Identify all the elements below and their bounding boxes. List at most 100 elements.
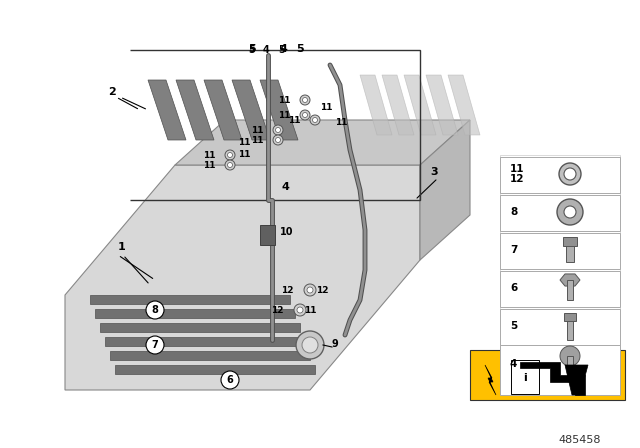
Polygon shape xyxy=(382,75,414,135)
Polygon shape xyxy=(404,75,436,135)
Circle shape xyxy=(275,128,280,133)
Text: 5: 5 xyxy=(510,321,517,331)
Polygon shape xyxy=(426,75,458,135)
FancyBboxPatch shape xyxy=(500,195,620,231)
Circle shape xyxy=(559,163,581,185)
Polygon shape xyxy=(65,165,420,390)
Text: 4: 4 xyxy=(280,44,288,54)
FancyBboxPatch shape xyxy=(500,233,620,269)
Text: 11: 11 xyxy=(304,306,317,315)
Circle shape xyxy=(302,337,318,353)
Polygon shape xyxy=(567,280,573,300)
Circle shape xyxy=(300,95,310,105)
Polygon shape xyxy=(567,356,573,376)
Text: 4: 4 xyxy=(263,45,269,55)
Text: 5: 5 xyxy=(278,45,285,55)
Polygon shape xyxy=(420,120,470,260)
Circle shape xyxy=(296,331,324,359)
Circle shape xyxy=(227,152,232,158)
Text: 8: 8 xyxy=(152,305,159,315)
Text: 3: 3 xyxy=(430,167,438,177)
Text: 11: 11 xyxy=(278,95,291,104)
Circle shape xyxy=(227,163,232,168)
Text: 11: 11 xyxy=(335,118,348,127)
Text: 5: 5 xyxy=(248,45,255,55)
Circle shape xyxy=(564,206,576,218)
Polygon shape xyxy=(100,323,300,332)
FancyBboxPatch shape xyxy=(500,345,620,395)
FancyBboxPatch shape xyxy=(500,155,620,388)
Polygon shape xyxy=(175,120,470,165)
Text: 485458: 485458 xyxy=(559,435,601,445)
Polygon shape xyxy=(560,274,580,286)
Circle shape xyxy=(304,284,316,296)
Polygon shape xyxy=(567,320,573,340)
Text: 2: 2 xyxy=(108,87,116,97)
Text: 11
12: 11 12 xyxy=(510,164,525,185)
Polygon shape xyxy=(110,351,310,360)
Polygon shape xyxy=(95,309,295,318)
Text: 9: 9 xyxy=(332,339,339,349)
Polygon shape xyxy=(563,237,577,246)
Text: 1: 1 xyxy=(118,242,125,252)
Circle shape xyxy=(146,336,164,354)
Polygon shape xyxy=(260,80,298,140)
Circle shape xyxy=(275,138,280,142)
Polygon shape xyxy=(564,313,576,321)
Polygon shape xyxy=(90,295,290,304)
Circle shape xyxy=(300,110,310,120)
Polygon shape xyxy=(148,80,186,140)
Text: 4: 4 xyxy=(510,359,517,369)
Text: 12: 12 xyxy=(316,286,328,295)
Circle shape xyxy=(225,160,235,170)
Circle shape xyxy=(273,135,283,145)
Text: 6: 6 xyxy=(227,375,234,385)
Text: 11: 11 xyxy=(238,150,250,159)
Circle shape xyxy=(307,287,313,293)
FancyBboxPatch shape xyxy=(511,360,539,394)
Polygon shape xyxy=(232,80,270,140)
Text: 4: 4 xyxy=(282,182,290,192)
Text: 12: 12 xyxy=(282,285,294,294)
Text: 5: 5 xyxy=(296,44,303,54)
Circle shape xyxy=(312,117,317,122)
Text: 7: 7 xyxy=(510,245,517,255)
Polygon shape xyxy=(565,365,588,395)
Text: 5: 5 xyxy=(248,44,255,54)
Circle shape xyxy=(560,346,580,366)
Polygon shape xyxy=(204,80,242,140)
Text: 11: 11 xyxy=(204,151,216,159)
Text: 11: 11 xyxy=(204,160,216,169)
Circle shape xyxy=(225,150,235,160)
Polygon shape xyxy=(176,80,214,140)
FancyBboxPatch shape xyxy=(500,309,620,345)
Circle shape xyxy=(303,112,307,117)
FancyBboxPatch shape xyxy=(500,347,620,383)
FancyBboxPatch shape xyxy=(470,350,625,400)
Circle shape xyxy=(273,125,283,135)
Text: i: i xyxy=(523,373,527,383)
Polygon shape xyxy=(105,337,305,346)
Circle shape xyxy=(564,168,576,180)
Text: 11: 11 xyxy=(278,111,291,120)
Polygon shape xyxy=(566,244,574,262)
Text: 11: 11 xyxy=(289,116,301,125)
Text: 11: 11 xyxy=(238,138,250,147)
Text: 11: 11 xyxy=(252,125,264,134)
Polygon shape xyxy=(520,362,585,395)
Polygon shape xyxy=(485,365,496,395)
Polygon shape xyxy=(448,75,480,135)
Polygon shape xyxy=(115,365,315,374)
Text: 6: 6 xyxy=(510,283,517,293)
Circle shape xyxy=(294,304,306,316)
FancyBboxPatch shape xyxy=(500,271,620,307)
Circle shape xyxy=(221,371,239,389)
Circle shape xyxy=(557,199,583,225)
Text: 7: 7 xyxy=(152,340,158,350)
Text: 8: 8 xyxy=(510,207,517,217)
Circle shape xyxy=(297,307,303,313)
Circle shape xyxy=(310,115,320,125)
Circle shape xyxy=(303,98,307,103)
FancyBboxPatch shape xyxy=(500,157,620,193)
Text: 10: 10 xyxy=(280,227,294,237)
